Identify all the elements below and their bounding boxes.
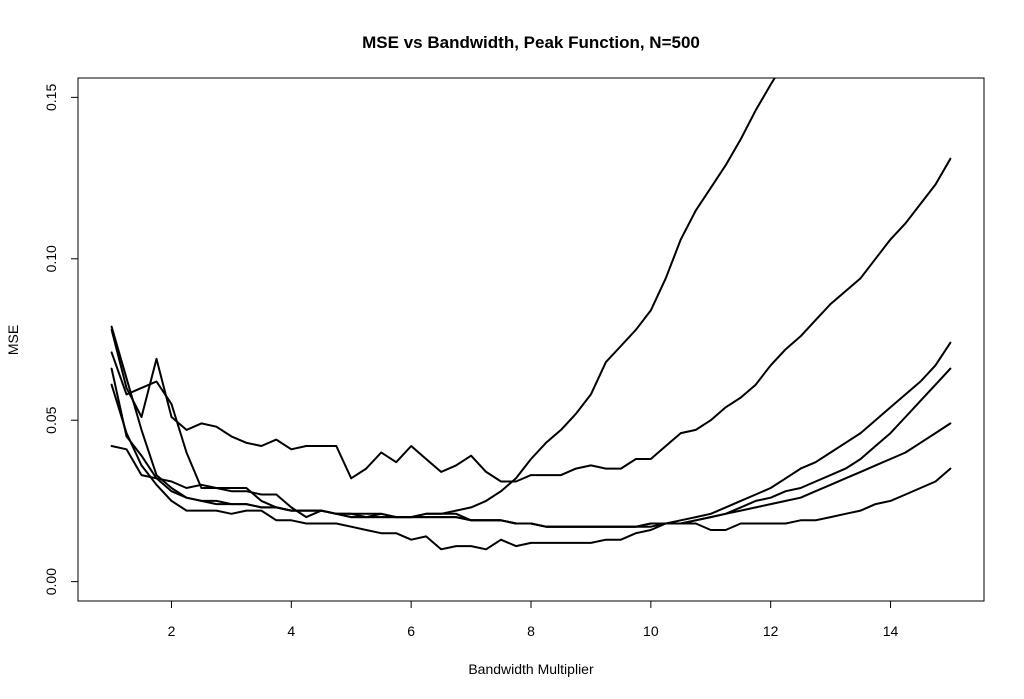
- y-tick-label: 0.10: [43, 245, 59, 272]
- series-line-4: [110, 383, 952, 551]
- series-line-3: [110, 367, 952, 528]
- series-line-5: [110, 367, 952, 528]
- x-tick-label: 10: [643, 623, 659, 639]
- y-tick-label: 0.05: [43, 406, 59, 433]
- chart-title: MSE vs Bandwidth, Peak Function, N=500: [362, 33, 700, 52]
- series-line-2: [110, 341, 952, 528]
- x-axis: 2 4 6 8 10 12 14: [168, 601, 899, 639]
- x-tick-label: 6: [407, 623, 415, 639]
- y-axis: 0.00 0.05 0.10 0.15: [43, 84, 78, 595]
- series-line-1: [110, 78, 776, 519]
- y-axis-label: MSE: [5, 325, 21, 355]
- x-tick-label: 14: [883, 623, 899, 639]
- x-tick-label: 2: [168, 623, 176, 639]
- series-layer: [110, 78, 952, 551]
- x-tick-label: 8: [527, 623, 535, 639]
- series-line-6: [110, 157, 952, 483]
- y-tick-label: 0.00: [43, 568, 59, 595]
- x-tick-label: 12: [763, 623, 779, 639]
- x-axis-label: Bandwidth Multiplier: [468, 661, 594, 677]
- x-tick-label: 4: [287, 623, 295, 639]
- y-tick-label: 0.15: [43, 84, 59, 111]
